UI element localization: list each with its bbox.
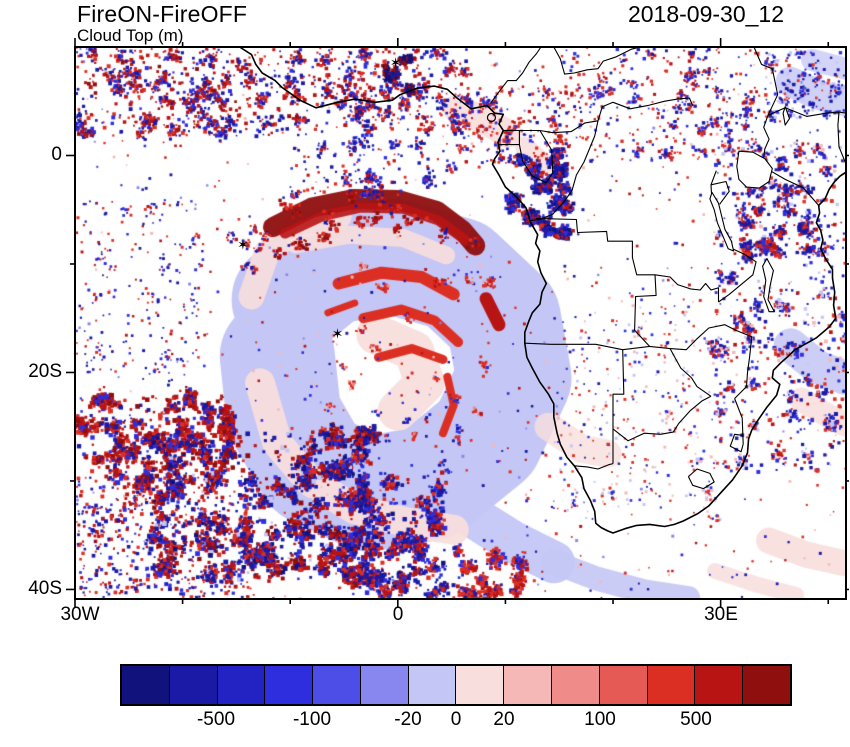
colorbar-cell	[312, 666, 360, 704]
colorbar	[120, 664, 792, 706]
colorbar-tick-label: 100	[584, 709, 616, 730]
colorbar-cell	[742, 666, 790, 704]
colorbar-tick-label: -20	[394, 709, 422, 730]
colorbar-tick-label: -500	[196, 709, 236, 730]
y-axis-label-20s: 20S	[28, 361, 62, 382]
colorbar-cell	[122, 666, 169, 704]
colorbar-cell	[264, 666, 313, 704]
colorbar-tick-label: 500	[680, 709, 712, 730]
colorbar-cell	[455, 666, 504, 704]
colorbar-cell	[503, 666, 552, 704]
colorbar-tick-label: -100	[292, 709, 332, 730]
colorbar-cell	[168, 666, 217, 704]
colorbar-cell	[216, 666, 265, 704]
page-title: FireON-FireOFF	[77, 1, 248, 27]
colorbar-cell	[646, 666, 695, 704]
page-subtitle: Cloud Top (m)	[77, 26, 184, 45]
colorbar-cell	[694, 666, 743, 704]
x-axis-label-0: 0	[392, 604, 404, 625]
colorbar-tick-label: 20	[493, 709, 515, 730]
colorbar-cell	[551, 666, 599, 704]
timestamp: 2018-09-30_12	[627, 1, 784, 27]
x-axis-label-30w: 30W	[60, 604, 100, 625]
x-axis-label-30e: 30E	[704, 604, 738, 625]
difference-field-canvas	[75, 47, 846, 599]
colorbar-cell	[598, 666, 647, 704]
colorbar-cell	[359, 666, 408, 704]
y-axis-label-40s: 40S	[28, 578, 62, 599]
colorbar-tick-label: 0	[450, 709, 462, 730]
colorbar-cell	[407, 666, 456, 704]
y-axis-label-0: 0	[51, 144, 62, 165]
